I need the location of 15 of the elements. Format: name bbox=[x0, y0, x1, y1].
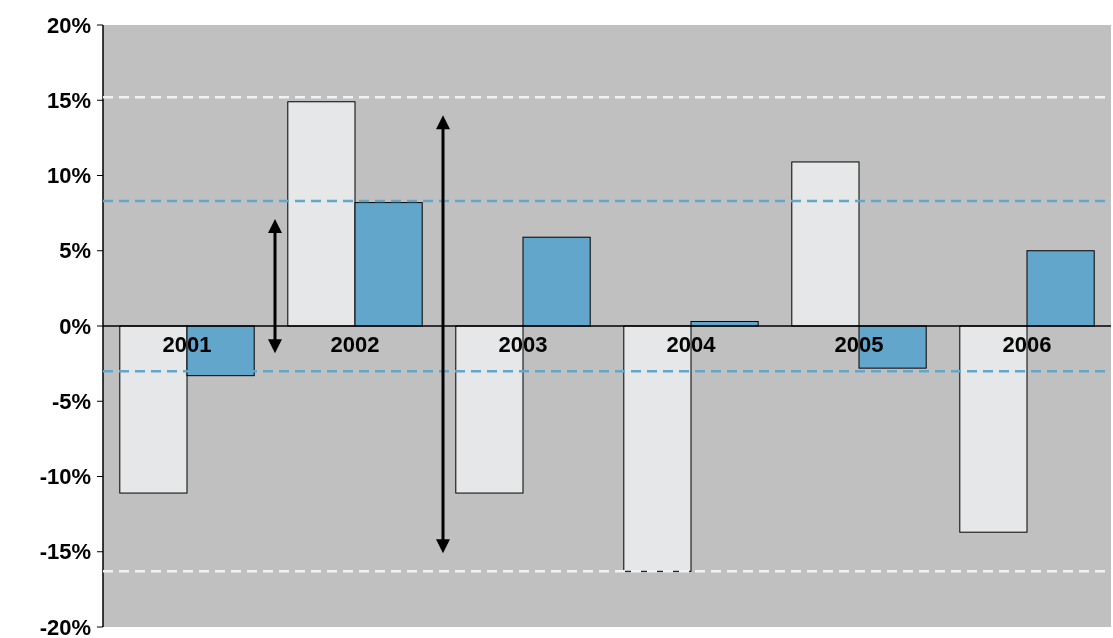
x-tick-label: 2003 bbox=[498, 331, 548, 357]
x-tick-label: 2006 bbox=[1002, 331, 1052, 357]
y-tick-label: 20% bbox=[46, 12, 91, 38]
y-tick-label: 10% bbox=[46, 163, 91, 189]
y-tick-label: -15% bbox=[39, 539, 91, 565]
x-tick-label: 2001 bbox=[162, 331, 212, 357]
y-tick-label: -10% bbox=[39, 464, 91, 490]
y-tick-label: 0% bbox=[59, 313, 91, 339]
y-tick-label: -20% bbox=[39, 614, 91, 638]
y-tick-label: 5% bbox=[59, 238, 91, 264]
y-tick-label: 15% bbox=[46, 87, 91, 113]
y-tick-label: -5% bbox=[51, 388, 91, 414]
x-tick-label: 2005 bbox=[834, 331, 884, 357]
x-tick-label: 2002 bbox=[330, 331, 380, 357]
x-tick-label: 2004 bbox=[666, 331, 717, 357]
